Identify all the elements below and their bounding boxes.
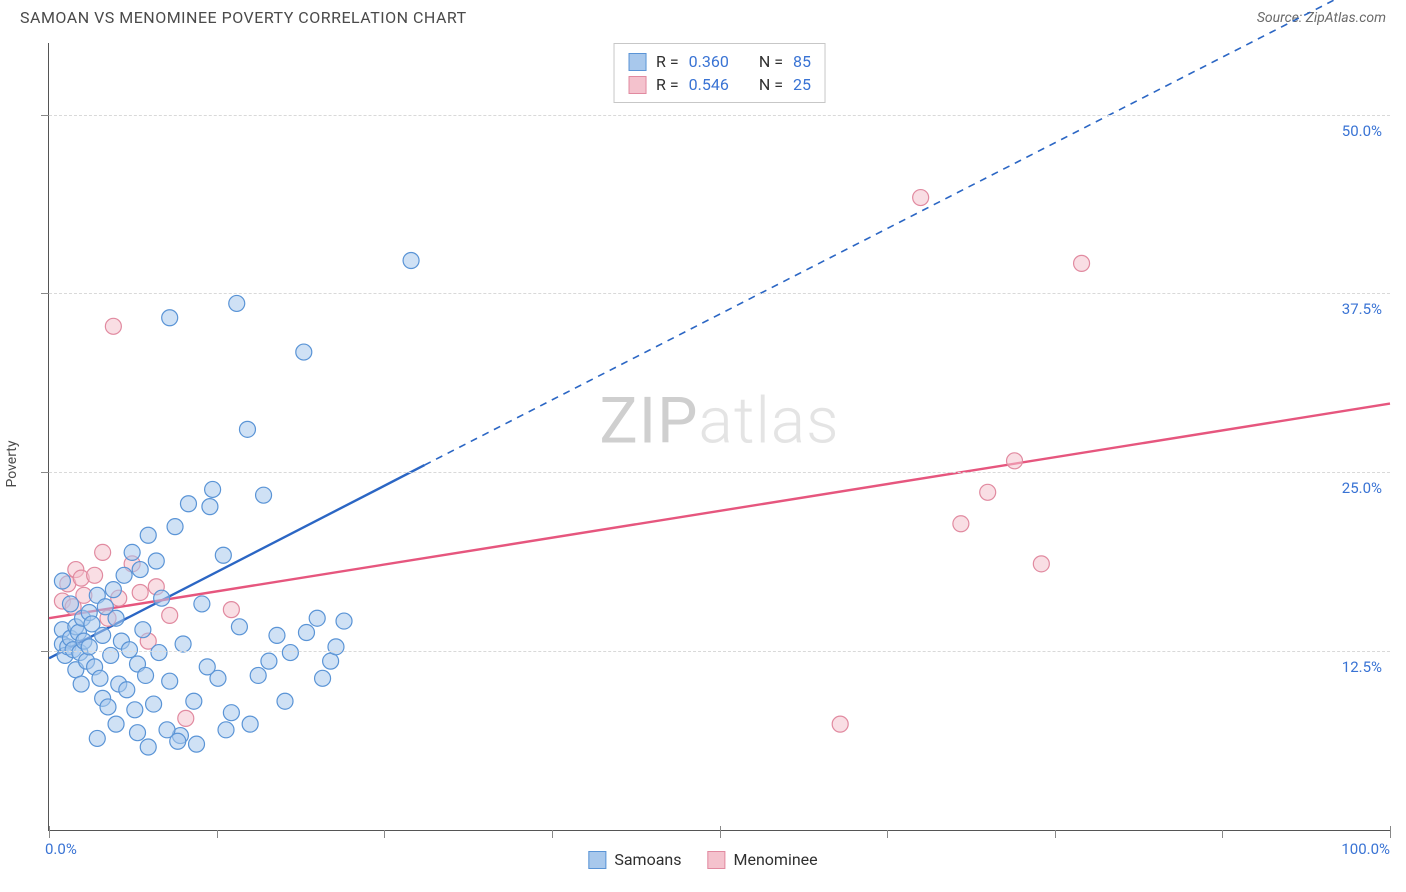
point-menominee xyxy=(980,484,996,500)
point-samoan xyxy=(108,610,124,626)
gridline-h xyxy=(49,651,1390,652)
point-samoan xyxy=(62,596,78,612)
gridline-h xyxy=(49,115,1390,116)
point-samoan xyxy=(296,344,312,360)
point-samoan xyxy=(162,310,178,326)
point-samoan xyxy=(140,527,156,543)
chart-container: Poverty ZIPatlas R = 0.360 N = 85 R = 0.… xyxy=(0,31,1406,881)
source-text: Source: ZipAtlas.com xyxy=(1257,10,1386,26)
point-samoan xyxy=(89,730,105,746)
point-samoan xyxy=(282,645,298,661)
plot-area: ZIPatlas R = 0.360 N = 85 R = 0.546 N = … xyxy=(48,43,1390,831)
y-tick-label: 37.5% xyxy=(1342,300,1382,318)
point-samoan xyxy=(148,553,164,569)
point-samoan xyxy=(189,736,205,752)
legend-swatch-samoans xyxy=(588,851,606,869)
x-tick-label-left: 0.0% xyxy=(45,840,77,858)
point-samoan xyxy=(223,705,239,721)
y-axis-label: Poverty xyxy=(4,440,20,487)
point-samoan xyxy=(100,699,116,715)
point-samoan xyxy=(309,610,325,626)
point-samoan xyxy=(180,496,196,512)
point-samoan xyxy=(215,547,231,563)
point-samoan xyxy=(229,295,245,311)
point-samoan xyxy=(231,619,247,635)
point-menominee xyxy=(178,710,194,726)
point-samoan xyxy=(124,544,140,560)
point-samoan xyxy=(138,667,154,683)
point-menominee xyxy=(1007,453,1023,469)
y-tick-label: 12.5% xyxy=(1342,658,1382,676)
point-samoan xyxy=(315,670,331,686)
point-samoan xyxy=(116,567,132,583)
point-samoan xyxy=(73,676,89,692)
point-samoan xyxy=(269,627,285,643)
point-samoan xyxy=(403,252,419,268)
point-samoan xyxy=(121,642,137,658)
point-samoan xyxy=(81,639,97,655)
point-samoan xyxy=(256,487,272,503)
y-tick-label: 25.0% xyxy=(1342,479,1382,497)
chart-svg xyxy=(49,43,1390,830)
point-samoan xyxy=(108,716,124,732)
point-samoan xyxy=(130,725,146,741)
point-samoan xyxy=(170,733,186,749)
point-samoan xyxy=(218,722,234,738)
point-samoan xyxy=(199,659,215,675)
gridline-h xyxy=(49,472,1390,473)
legend-item-menominee: Menominee xyxy=(708,850,818,869)
point-samoan xyxy=(103,647,119,663)
point-menominee xyxy=(953,516,969,532)
point-samoan xyxy=(146,696,162,712)
point-samoan xyxy=(242,716,258,732)
point-samoan xyxy=(239,421,255,437)
legend-item-samoans: Samoans xyxy=(588,850,681,869)
point-samoan xyxy=(95,627,111,643)
point-samoan xyxy=(250,667,266,683)
point-samoan xyxy=(127,702,143,718)
point-samoan xyxy=(105,582,121,598)
point-menominee xyxy=(95,544,111,560)
point-menominee xyxy=(87,567,103,583)
point-menominee xyxy=(1033,556,1049,572)
series-legend: Samoans Menominee xyxy=(588,850,817,869)
x-tick-label-right: 100.0% xyxy=(1341,840,1390,858)
point-samoan xyxy=(132,562,148,578)
point-menominee xyxy=(913,190,929,206)
point-samoan xyxy=(186,693,202,709)
point-menominee xyxy=(1074,255,1090,271)
legend-swatch-menominee xyxy=(708,851,726,869)
gridline-h xyxy=(49,293,1390,294)
point-menominee xyxy=(132,584,148,600)
point-menominee xyxy=(162,607,178,623)
point-samoan xyxy=(54,573,70,589)
point-samoan xyxy=(154,590,170,606)
point-samoan xyxy=(167,519,183,535)
point-menominee xyxy=(832,716,848,732)
point-samoan xyxy=(151,645,167,661)
point-samoan xyxy=(119,682,135,698)
point-samoan xyxy=(261,653,277,669)
point-samoan xyxy=(205,481,221,497)
point-samoan xyxy=(336,613,352,629)
point-samoan xyxy=(323,653,339,669)
chart-title: SAMOAN VS MENOMINEE POVERTY CORRELATION … xyxy=(20,8,467,27)
point-menominee xyxy=(223,602,239,618)
point-samoan xyxy=(92,670,108,686)
point-samoan xyxy=(328,639,344,655)
point-samoan xyxy=(277,693,293,709)
point-samoan xyxy=(194,596,210,612)
y-tick-label: 50.0% xyxy=(1342,122,1382,140)
point-samoan xyxy=(202,499,218,515)
point-samoan xyxy=(140,739,156,755)
point-samoan xyxy=(298,625,314,641)
point-menominee xyxy=(105,318,121,334)
point-samoan xyxy=(175,636,191,652)
point-samoan xyxy=(162,673,178,689)
point-samoan xyxy=(135,622,151,638)
